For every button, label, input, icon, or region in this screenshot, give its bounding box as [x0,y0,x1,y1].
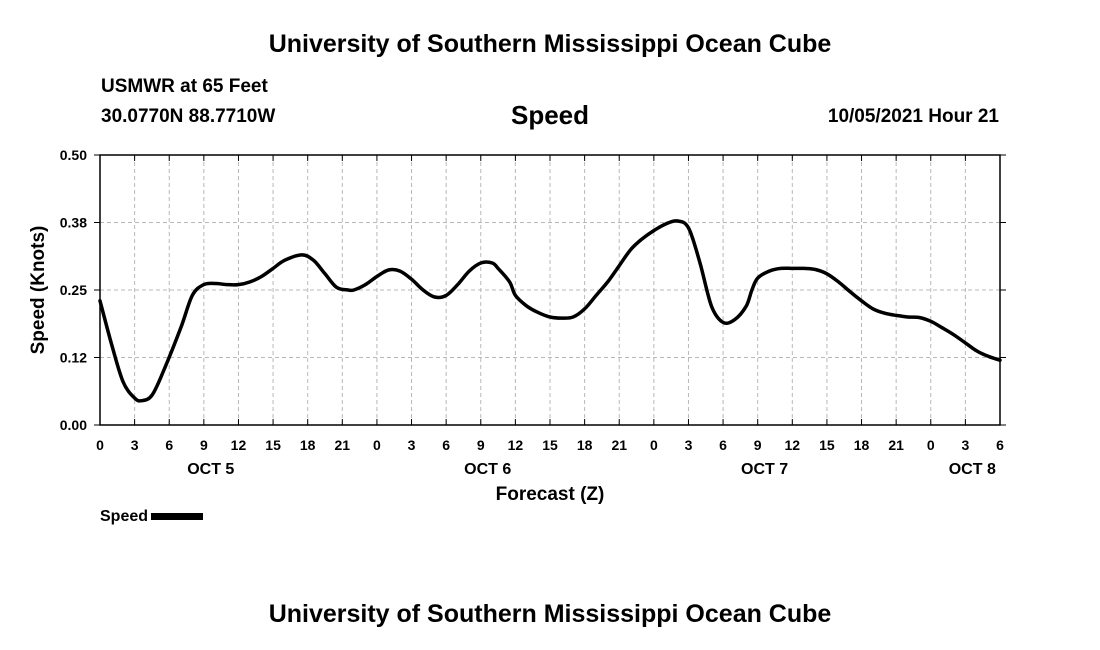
x-tick-label: 0 [650,437,658,453]
x-tick-label: 15 [265,437,281,453]
page-title: University of Southern Mississippi Ocean… [268,30,832,58]
x-axis-label: Forecast (Z) [496,484,605,505]
x-tick-label: 12 [508,437,524,453]
x-tick-label: 6 [996,437,1004,453]
y-tick-label: 0.38 [60,215,87,231]
x-tick-label: 6 [719,437,727,453]
x-tick-label: 6 [442,437,450,453]
x-tick-label: 21 [611,437,627,453]
footer-title: University of Southern Mississippi Ocean… [268,600,832,628]
x-tick-label: 18 [577,437,593,453]
y-tick-label: 0.25 [60,282,87,298]
x-tick-label: 3 [408,437,416,453]
plot-frame [99,154,1001,426]
x-tick-label: 3 [961,437,969,453]
x-tick-label: 0 [927,437,935,453]
x-tick-label: 12 [785,437,801,453]
x-day-label: OCT 5 [187,461,234,478]
chart-title: Speed [510,100,590,130]
x-tick-label: 21 [335,437,351,453]
y-axis-label: Speed (Knots) [28,226,49,355]
y-tick-label: 0.12 [60,350,87,366]
station-coordinates: 30.0770N 88.7710W [101,106,276,127]
chart-axes [94,154,1006,426]
x-tick-label: 9 [754,437,762,453]
x-tick-label: 3 [685,437,693,453]
x-tick-label: 15 [819,437,835,453]
x-tick-label: 18 [854,437,870,453]
station-label: USMWR at 65 Feet [101,76,268,97]
x-tick-label: 3 [131,437,139,453]
chart-tick-labels: 0 3 6 9 12 15 18 21 0 3 6 9 12 15 18 21 0 3 6 9 12 15 18 21 0 3 6 0… [28,147,1004,505]
legend-label: Speed [100,508,149,525]
x-tick-label: 15 [542,437,558,453]
chart-series [98,219,1002,403]
chart-grid [100,155,1000,425]
x-day-label: OCT 8 [949,461,996,478]
y-tick-label: 0.50 [60,147,87,163]
series-line-speed [98,219,1002,403]
forecast-timestamp: 10/05/2021 Hour 21 [827,106,999,127]
x-tick-label: 9 [200,437,208,453]
x-tick-label: 9 [477,437,485,453]
chart-legend: Speed [100,508,204,526]
y-tick-label: 0.00 [60,417,87,433]
x-day-label: OCT 6 [464,461,511,478]
x-tick-label: 6 [165,437,173,453]
x-tick-label: 0 [373,437,381,453]
x-tick-label: 12 [231,437,247,453]
legend-line-swatch [151,513,204,521]
x-tick-label: 21 [888,437,904,453]
x-day-label: OCT 7 [741,461,788,478]
x-tick-label: 0 [96,437,104,453]
x-tick-label: 18 [300,437,316,453]
